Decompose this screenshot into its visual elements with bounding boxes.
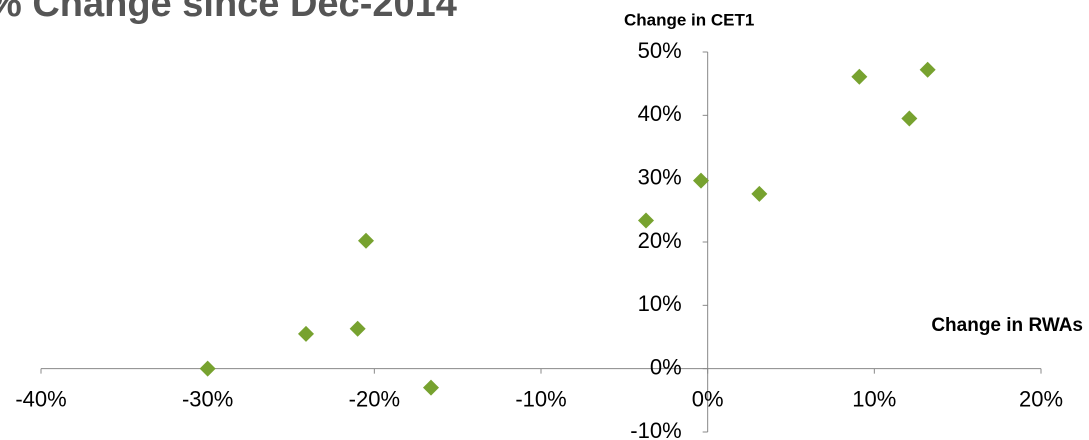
point [199, 360, 216, 377]
y-tick-label: 50% [638, 38, 682, 63]
y-tick-label: 10% [638, 291, 682, 316]
x-tick-label: -40% [15, 386, 66, 411]
chart-title: % Change since Dec-2014 [0, 0, 457, 25]
point [751, 185, 768, 202]
x-axis-title: Change in RWAs [931, 315, 1083, 336]
y-tick-label: 30% [638, 164, 682, 189]
point [358, 232, 374, 249]
point [901, 110, 918, 127]
y-tick-label: 40% [638, 101, 682, 126]
point [349, 320, 366, 337]
y-tick-label: 0% [650, 354, 682, 379]
y-tick-label: -10% [630, 418, 681, 440]
x-tick-label: -30% [182, 386, 233, 411]
x-tick-label: 0% [692, 386, 724, 411]
y-tick-label: 20% [638, 228, 682, 253]
point [298, 325, 314, 342]
point [638, 212, 654, 229]
y-axis-title: Change in CET1 [624, 10, 754, 29]
x-tick-label: 20% [1019, 386, 1063, 411]
x-tick-label: 10% [852, 386, 896, 411]
x-tick-label: -10% [515, 386, 566, 411]
point [919, 61, 936, 78]
point [693, 172, 709, 189]
point [423, 379, 439, 396]
point [851, 68, 868, 85]
x-tick-label: -20% [349, 386, 400, 411]
